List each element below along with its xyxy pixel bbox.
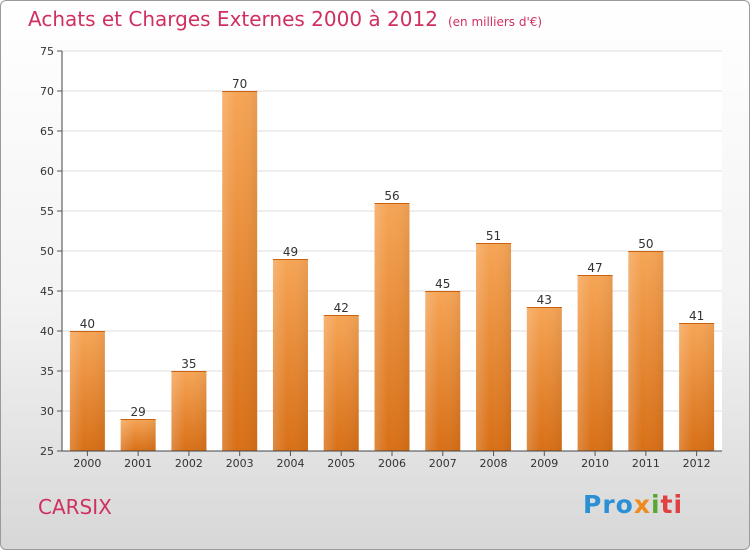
logo-part-2: x xyxy=(633,490,651,519)
entity-name: CARSIX xyxy=(38,495,112,519)
x-tick-label: 2000 xyxy=(73,457,101,470)
data-label: 43 xyxy=(537,293,552,307)
bar-shine xyxy=(120,419,156,451)
y-tick-label: 75 xyxy=(40,45,54,58)
logo-part-4: ti xyxy=(660,490,684,519)
x-tick-label: 2011 xyxy=(632,457,660,470)
logo-part-1: Pro xyxy=(583,490,634,519)
y-tick-label: 35 xyxy=(40,365,54,378)
title-text: Achats et Charges Externes 2000 à 2012 xyxy=(28,7,438,31)
proxiti-logo: Proxiti xyxy=(583,490,683,519)
data-label: 51 xyxy=(486,229,501,243)
data-label: 50 xyxy=(638,237,653,251)
bars-group xyxy=(69,91,715,451)
x-tick-label: 2009 xyxy=(530,457,558,470)
data-label: 49 xyxy=(283,245,298,259)
chart-subtitle: (en milliers d'€) xyxy=(447,15,543,29)
bar-shine xyxy=(374,203,410,451)
y-tick-label: 65 xyxy=(40,125,54,138)
x-tick-label: 2005 xyxy=(327,457,355,470)
data-label: 29 xyxy=(131,405,146,419)
y-tick-label: 55 xyxy=(40,205,54,218)
data-label: 70 xyxy=(232,77,247,91)
x-tick-label: 2002 xyxy=(175,457,203,470)
y-tick-label: 45 xyxy=(40,285,54,298)
y-tick-label: 60 xyxy=(40,165,54,178)
bar-shine xyxy=(171,371,207,451)
bar-shine xyxy=(222,91,258,451)
bar-shine xyxy=(323,315,359,451)
data-label: 47 xyxy=(587,261,602,275)
tick-labels: 25 30 35 40 45 50 55 60 65 70 75 2000 2001 2002 2003 20… xyxy=(40,45,711,470)
y-tick-label: 40 xyxy=(40,325,54,338)
bar-shine xyxy=(425,291,461,451)
x-tick-label: 2006 xyxy=(378,457,406,470)
y-tick-label: 70 xyxy=(40,85,54,98)
y-tick-label: 30 xyxy=(40,405,54,418)
bar-shine xyxy=(272,259,308,451)
bar-shine xyxy=(628,251,664,451)
logo-part-3: i xyxy=(650,490,661,519)
chart-title: Achats et Charges Externes 2000 à 2012 (e… xyxy=(28,7,542,31)
bar-shine xyxy=(69,331,105,451)
x-tick-label: 2001 xyxy=(124,457,152,470)
data-label: 35 xyxy=(181,357,196,371)
data-label: 56 xyxy=(384,189,399,203)
y-tick-label: 50 xyxy=(40,245,54,258)
bar-shine xyxy=(476,243,512,451)
data-labels: 40 29 35 70 49 42 56 45 51 43 47 50 41 xyxy=(80,77,705,419)
y-tick-label: 25 xyxy=(40,445,54,458)
bar-shine xyxy=(526,307,562,451)
x-tick-label: 2012 xyxy=(683,457,711,470)
data-label: 45 xyxy=(435,277,450,291)
data-label: 42 xyxy=(334,301,349,315)
bar-shine xyxy=(679,323,715,451)
x-tick-label: 2007 xyxy=(429,457,457,470)
bar-shine xyxy=(577,275,613,451)
data-label: 41 xyxy=(689,309,704,323)
x-tick-label: 2003 xyxy=(226,457,254,470)
x-tick-label: 2008 xyxy=(480,457,508,470)
x-tick-label: 2004 xyxy=(276,457,304,470)
x-tick-label: 2010 xyxy=(581,457,609,470)
data-label: 40 xyxy=(80,317,95,331)
